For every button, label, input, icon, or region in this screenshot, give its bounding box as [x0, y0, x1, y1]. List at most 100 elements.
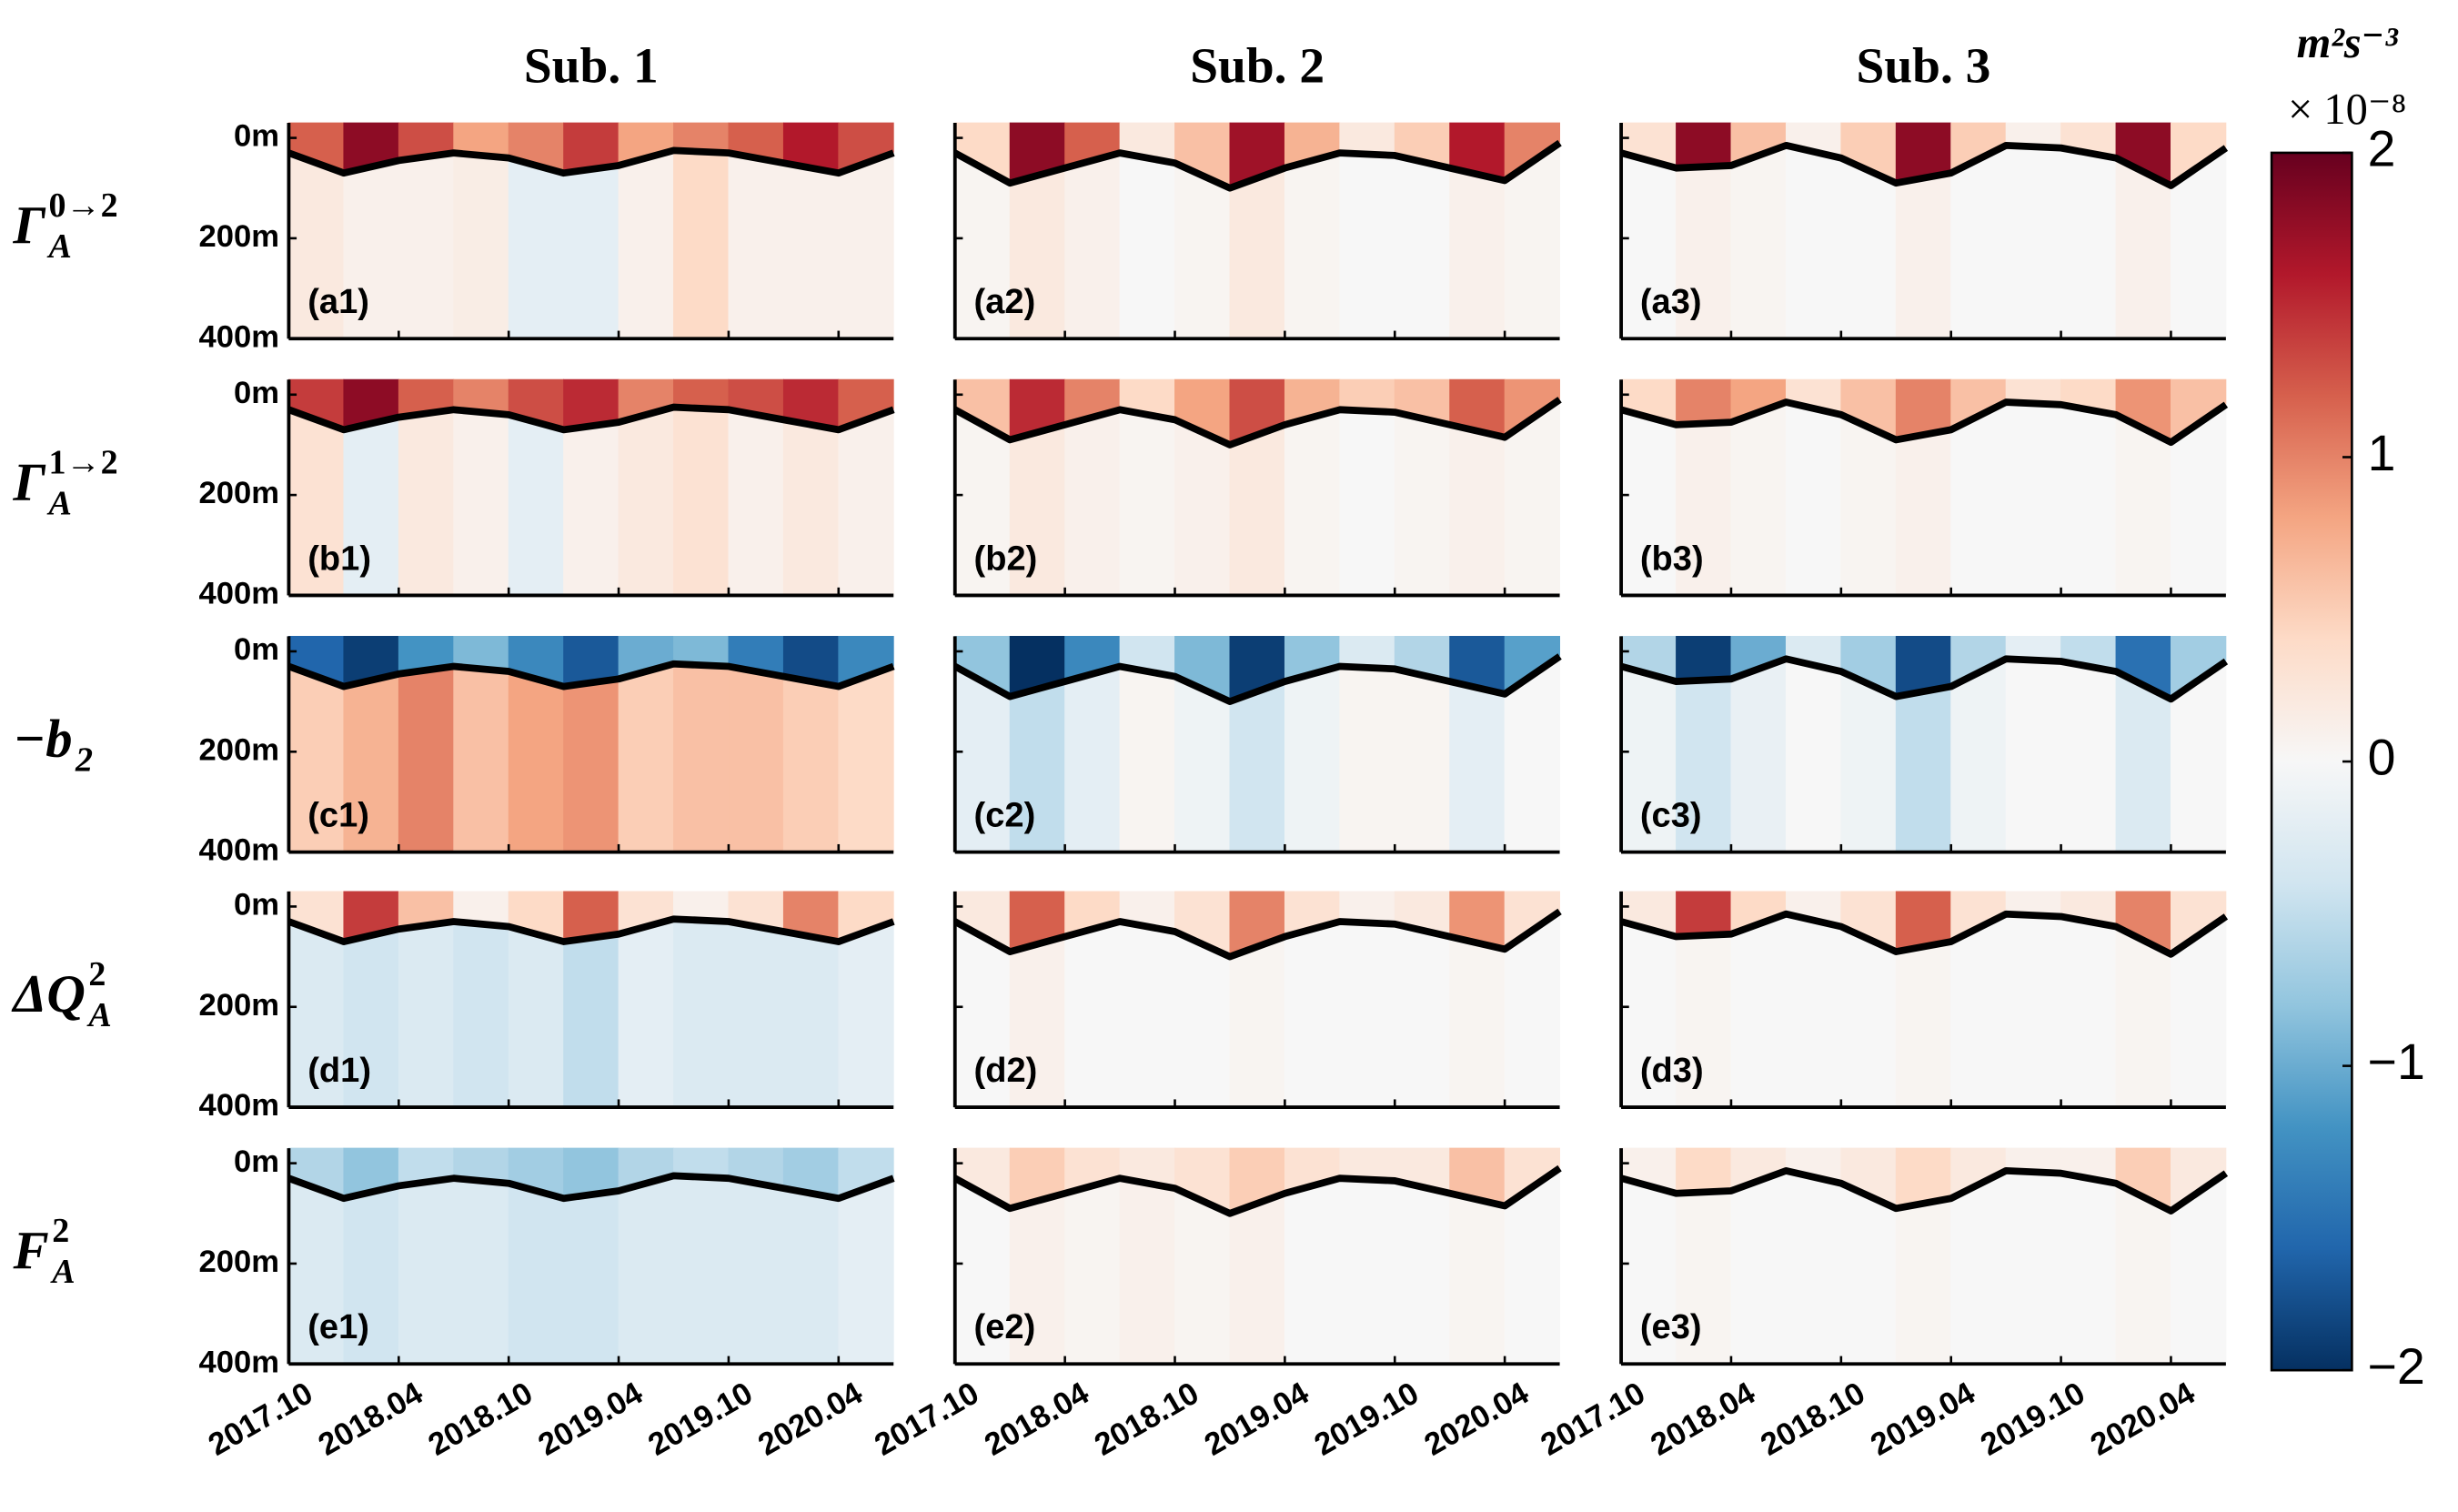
- heat-cell-lower: [618, 149, 674, 339]
- heat-cell-lower: [1950, 145, 2007, 339]
- mixed-layer-line: [287, 146, 895, 177]
- heat-cell-lower: [1119, 152, 1175, 339]
- heat-cell-lower: [453, 921, 509, 1108]
- heat-cell-lower: [1394, 668, 1451, 853]
- heat-cell-lower: [728, 666, 784, 853]
- heat-cell-lower: [2005, 658, 2062, 853]
- heat-cell-lower: [1229, 424, 1285, 596]
- x-tick-label: 2017.10: [869, 1376, 984, 1462]
- panel-label: (c2): [974, 797, 1036, 835]
- mixed-layer-line: [952, 139, 1562, 192]
- heat-cell-lower: [508, 925, 565, 1108]
- heat-cell-lower: [1449, 935, 1506, 1108]
- heat-cell-lower: [618, 918, 674, 1108]
- heat-cell-lower: [1119, 1177, 1175, 1365]
- heat-cell-lower: [838, 152, 894, 339]
- heat-cell-lower: [1950, 1170, 2007, 1365]
- panel-label: (d1): [307, 1052, 371, 1090]
- colorbar-tick-label: −2: [2368, 1338, 2425, 1395]
- heat-cell-lower: [728, 1177, 784, 1365]
- heat-cell-lower: [2005, 145, 2062, 339]
- y-tick-label: 400m: [199, 1345, 280, 1379]
- x-tick-label: 2019.10: [642, 1376, 758, 1462]
- heat-cell-lower: [1174, 418, 1231, 596]
- heat-cell-lower: [1394, 923, 1451, 1108]
- panel-label: (c3): [1640, 797, 1702, 835]
- mixed-layer-line: [1620, 910, 2229, 958]
- heat-cell-lower: [1785, 913, 1842, 1108]
- heat-cell-lower: [453, 666, 509, 853]
- panel-label: (a1): [307, 283, 369, 321]
- heat-cell-lower: [1895, 428, 1952, 596]
- heat-cell-lower: [563, 1190, 620, 1365]
- y-tick-label: 200m: [199, 219, 280, 254]
- heat-cell-lower: [398, 152, 455, 339]
- heat-cell-upper: [1676, 1147, 1732, 1194]
- row-label-sup: 1→2: [48, 443, 117, 481]
- heat-cell-lower: [508, 1183, 565, 1365]
- panel-label: (e3): [1640, 1308, 1702, 1346]
- colorbar-tick-label: 2: [2368, 121, 2396, 177]
- mixed-layer-line: [952, 908, 1562, 961]
- mixed-layer-line: [287, 660, 895, 690]
- heat-cell-lower: [838, 921, 894, 1108]
- y-tick-label: 0m: [234, 119, 279, 154]
- heat-cell-lower: [1284, 408, 1341, 596]
- row-label: −b: [13, 710, 72, 769]
- row-label-sup: 2: [52, 1212, 69, 1250]
- heat-cell-upper: [1676, 635, 1732, 682]
- heat-cell-lower: [1284, 665, 1341, 853]
- colorbar-tick-label: 0: [2368, 730, 2396, 786]
- x-tick-label: 2020.04: [2085, 1376, 2201, 1463]
- heat-cell-lower: [563, 933, 620, 1108]
- heat-cell-lower: [1895, 172, 1952, 339]
- colorbar-tick-label: −1: [2368, 1033, 2425, 1090]
- heat-cell-lower: [1064, 1177, 1121, 1365]
- heat-cell-lower: [453, 408, 509, 596]
- panel-label: (e2): [974, 1308, 1036, 1346]
- heat-cell-lower: [1284, 1177, 1341, 1365]
- heat-cell-lower: [1064, 921, 1121, 1108]
- heat-cell-lower: [1064, 665, 1121, 853]
- y-tick-label: 200m: [199, 476, 280, 510]
- heat-cell-lower: [1730, 658, 1787, 853]
- panel-label: (e1): [307, 1308, 369, 1346]
- x-tick-label: 2017.10: [1536, 1376, 1651, 1462]
- heat-cell-lower: [1730, 1170, 1787, 1365]
- y-tick-label: 400m: [199, 833, 280, 868]
- heat-cell-lower: [1730, 145, 1787, 339]
- heat-cell-lower: [782, 1187, 840, 1365]
- x-tick-label: 2019.10: [1309, 1376, 1425, 1462]
- heat-cell-lower: [673, 918, 730, 1108]
- heat-cell-lower: [782, 931, 840, 1108]
- heat-cell-lower: [563, 421, 620, 596]
- y-tick-label: 400m: [199, 577, 280, 611]
- row-label-sub: A: [46, 227, 71, 266]
- heat-cell-lower: [1449, 1193, 1506, 1365]
- heat-cell-lower: [618, 663, 674, 853]
- heat-cell-lower: [1785, 1170, 1842, 1365]
- mixed-layer-line: [1620, 1167, 2229, 1215]
- x-tick-label: 2019.10: [1975, 1376, 2090, 1462]
- panel-label: (d3): [1640, 1052, 1704, 1090]
- heat-cell-lower: [1119, 921, 1175, 1108]
- mixed-layer-line: [287, 403, 895, 434]
- heat-cell-lower: [838, 408, 894, 596]
- heat-cell-lower: [728, 921, 784, 1108]
- heat-cell-lower: [1064, 152, 1121, 339]
- x-tick-label: 2018.10: [423, 1376, 539, 1462]
- heat-cell-lower: [398, 921, 455, 1108]
- heat-cell-lower: [782, 676, 840, 853]
- heat-cell-lower: [1785, 401, 1842, 596]
- x-tick-label: 2018.04: [313, 1376, 429, 1463]
- y-tick-label: 0m: [234, 888, 279, 922]
- heat-cell-lower: [618, 1174, 674, 1365]
- heat-cell-lower: [1840, 670, 1897, 853]
- row-label-sup: 0→2: [48, 186, 117, 225]
- heat-cell-lower: [453, 1177, 509, 1365]
- heat-cell-lower: [728, 408, 784, 596]
- y-tick-label: 200m: [199, 988, 280, 1023]
- heat-cell-lower: [1895, 686, 1952, 853]
- mixed-layer-line: [1620, 141, 2229, 189]
- heat-cell-lower: [2005, 401, 2062, 596]
